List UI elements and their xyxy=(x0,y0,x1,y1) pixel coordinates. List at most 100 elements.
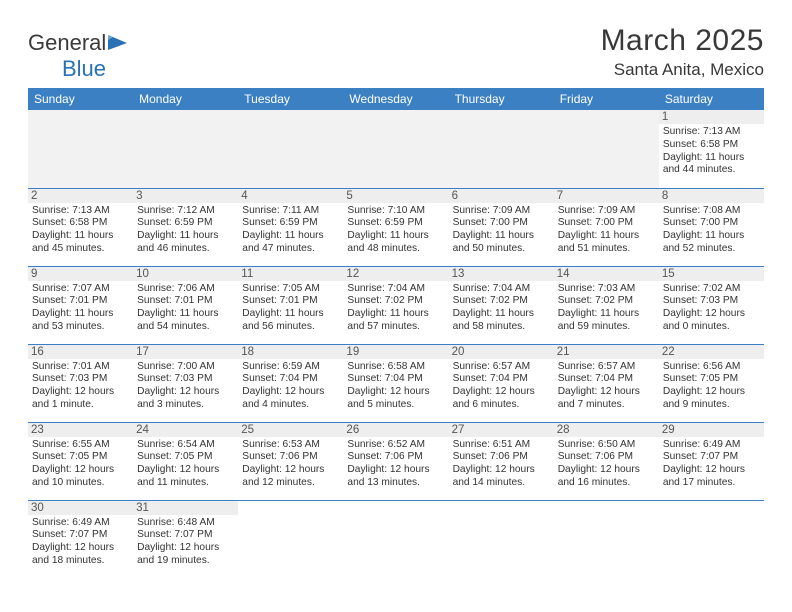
day-number: 1 xyxy=(659,110,764,124)
weekday-header: Monday xyxy=(133,88,238,110)
calendar-cell: 22Sunrise: 6:56 AMSunset: 7:05 PMDayligh… xyxy=(659,344,764,422)
day-number: 21 xyxy=(554,345,659,359)
calendar-row: 2 Sunrise: 7:13 AMSunset: 6:58 PMDaylight… xyxy=(28,188,764,266)
weekday-header: Thursday xyxy=(449,88,554,110)
calendar-cell xyxy=(554,500,659,578)
day-number: 6 xyxy=(449,189,554,203)
day-number: 13 xyxy=(449,267,554,281)
day-details: Sunrise: 7:03 AMSunset: 7:02 PMDaylight:… xyxy=(558,283,655,334)
day-details: Sunrise: 6:54 AMSunset: 7:05 PMDaylight:… xyxy=(137,439,234,490)
day-number: 19 xyxy=(343,345,448,359)
calendar-cell: 24 Sunrise: 6:54 AMSunset: 7:05 PMDayligh… xyxy=(133,422,238,500)
day-number: 29 xyxy=(659,423,764,437)
calendar-row: 1 Sunrise: 7:13 AMSunset: 6:58 PMDaylight… xyxy=(28,110,764,188)
calendar-cell: 26 Sunrise: 6:52 AMSunset: 7:06 PMDayligh… xyxy=(343,422,448,500)
day-number: 14 xyxy=(554,267,659,281)
weekday-header-row: Sunday Monday Tuesday Wednesday Thursday… xyxy=(28,88,764,110)
day-number: 11 xyxy=(238,267,343,281)
day-number: 23 xyxy=(28,423,133,437)
day-details: Sunrise: 7:11 AMSunset: 6:59 PMDaylight:… xyxy=(242,205,339,256)
day-number: 12 xyxy=(343,267,448,281)
calendar-cell: 10 Sunrise: 7:06 AMSunset: 7:01 PMDayligh… xyxy=(133,266,238,344)
day-details: Sunrise: 7:07 AMSunset: 7:01 PMDaylight:… xyxy=(32,283,129,334)
calendar-cell: 21Sunrise: 6:57 AMSunset: 7:04 PMDayligh… xyxy=(554,344,659,422)
day-number: 2 xyxy=(28,189,133,203)
day-details: Sunrise: 7:04 AMSunset: 7:02 PMDaylight:… xyxy=(347,283,444,334)
calendar-cell xyxy=(343,500,448,578)
page-header: GeneralBlue March 2025 Santa Anita, Mexi… xyxy=(28,24,764,82)
calendar-cell: 23Sunrise: 6:55 AMSunset: 7:05 PMDayligh… xyxy=(28,422,133,500)
day-number: 26 xyxy=(343,423,448,437)
day-details: Sunrise: 6:59 AMSunset: 7:04 PMDaylight:… xyxy=(242,361,339,412)
calendar-cell xyxy=(659,500,764,578)
flag-icon xyxy=(107,32,129,52)
calendar-cell: 14 Sunrise: 7:03 AMSunset: 7:02 PMDayligh… xyxy=(554,266,659,344)
day-details: Sunrise: 7:05 AMSunset: 7:01 PMDaylight:… xyxy=(242,283,339,334)
calendar-cell: 4 Sunrise: 7:11 AMSunset: 6:59 PMDaylight… xyxy=(238,188,343,266)
calendar-cell: 19Sunrise: 6:58 AMSunset: 7:04 PMDayligh… xyxy=(343,344,448,422)
logo-text-1: General xyxy=(28,30,106,55)
calendar-cell: 7 Sunrise: 7:09 AMSunset: 7:00 PMDaylight… xyxy=(554,188,659,266)
day-details: Sunrise: 7:06 AMSunset: 7:01 PMDaylight:… xyxy=(137,283,234,334)
calendar-row: 9Sunrise: 7:07 AMSunset: 7:01 PMDaylight… xyxy=(28,266,764,344)
calendar-cell: 5Sunrise: 7:10 AMSunset: 6:59 PMDaylight… xyxy=(343,188,448,266)
day-number: 8 xyxy=(659,189,764,203)
day-number: 10 xyxy=(133,267,238,281)
day-details: Sunrise: 6:49 AMSunset: 7:07 PMDaylight:… xyxy=(32,517,129,568)
calendar-cell: 3Sunrise: 7:12 AMSunset: 6:59 PMDaylight… xyxy=(133,188,238,266)
calendar-cell: 17Sunrise: 7:00 AMSunset: 7:03 PMDayligh… xyxy=(133,344,238,422)
day-details: Sunrise: 6:51 AMSunset: 7:06 PMDaylight:… xyxy=(453,439,550,490)
calendar-cell: 30 Sunrise: 6:49 AMSunset: 7:07 PMDayligh… xyxy=(28,500,133,578)
title-block: March 2025 Santa Anita, Mexico xyxy=(601,24,764,80)
day-details: Sunrise: 6:50 AMSunset: 7:06 PMDaylight:… xyxy=(558,439,655,490)
day-details: Sunrise: 7:09 AMSunset: 7:00 PMDaylight:… xyxy=(453,205,550,256)
day-number: 4 xyxy=(238,189,343,203)
day-number: 27 xyxy=(449,423,554,437)
day-details: Sunrise: 6:56 AMSunset: 7:05 PMDaylight:… xyxy=(663,361,760,412)
calendar-body: 1 Sunrise: 7:13 AMSunset: 6:58 PMDaylight… xyxy=(28,110,764,578)
day-details: Sunrise: 7:09 AMSunset: 7:00 PMDaylight:… xyxy=(558,205,655,256)
calendar-cell xyxy=(343,110,448,188)
day-details: Sunrise: 6:49 AMSunset: 7:07 PMDaylight:… xyxy=(663,439,760,490)
day-details: Sunrise: 7:08 AMSunset: 7:00 PMDaylight:… xyxy=(663,205,760,256)
day-number: 18 xyxy=(238,345,343,359)
day-number: 3 xyxy=(133,189,238,203)
day-details: Sunrise: 6:48 AMSunset: 7:07 PMDaylight:… xyxy=(137,517,234,568)
day-details: Sunrise: 6:52 AMSunset: 7:06 PMDaylight:… xyxy=(347,439,444,490)
calendar-cell: 18 Sunrise: 6:59 AMSunset: 7:04 PMDayligh… xyxy=(238,344,343,422)
weekday-header: Sunday xyxy=(28,88,133,110)
day-details: Sunrise: 7:13 AMSunset: 6:58 PMDaylight:… xyxy=(32,205,129,256)
logo-text-2: Blue xyxy=(62,56,106,81)
day-number: 5 xyxy=(343,189,448,203)
calendar-cell: 13 Sunrise: 7:04 AMSunset: 7:02 PMDayligh… xyxy=(449,266,554,344)
calendar-cell: 28Sunrise: 6:50 AMSunset: 7:06 PMDayligh… xyxy=(554,422,659,500)
day-details: Sunrise: 6:53 AMSunset: 7:06 PMDaylight:… xyxy=(242,439,339,490)
day-details: Sunrise: 7:02 AMSunset: 7:03 PMDaylight:… xyxy=(663,283,760,334)
calendar-cell: 11 Sunrise: 7:05 AMSunset: 7:01 PMDayligh… xyxy=(238,266,343,344)
calendar-cell xyxy=(238,500,343,578)
day-number: 20 xyxy=(449,345,554,359)
day-details: Sunrise: 7:01 AMSunset: 7:03 PMDaylight:… xyxy=(32,361,129,412)
day-number: 16 xyxy=(28,345,133,359)
calendar-cell: 25Sunrise: 6:53 AMSunset: 7:06 PMDayligh… xyxy=(238,422,343,500)
logo: GeneralBlue xyxy=(28,30,129,82)
calendar-cell: 2 Sunrise: 7:13 AMSunset: 6:58 PMDaylight… xyxy=(28,188,133,266)
day-details: Sunrise: 6:57 AMSunset: 7:04 PMDaylight:… xyxy=(453,361,550,412)
calendar-cell: 1 Sunrise: 7:13 AMSunset: 6:58 PMDaylight… xyxy=(659,110,764,188)
day-number: 31 xyxy=(133,501,238,515)
weekday-header: Friday xyxy=(554,88,659,110)
calendar-cell: 12 Sunrise: 7:04 AMSunset: 7:02 PMDayligh… xyxy=(343,266,448,344)
calendar-cell xyxy=(133,110,238,188)
day-number: 30 xyxy=(28,501,133,515)
day-details: Sunrise: 7:00 AMSunset: 7:03 PMDaylight:… xyxy=(137,361,234,412)
day-number: 24 xyxy=(133,423,238,437)
calendar-row: 23Sunrise: 6:55 AMSunset: 7:05 PMDayligh… xyxy=(28,422,764,500)
calendar-cell: 31 Sunrise: 6:48 AMSunset: 7:07 PMDayligh… xyxy=(133,500,238,578)
calendar-cell xyxy=(554,110,659,188)
month-title: March 2025 xyxy=(601,24,764,58)
day-details: Sunrise: 7:04 AMSunset: 7:02 PMDaylight:… xyxy=(453,283,550,334)
calendar-cell xyxy=(238,110,343,188)
day-details: Sunrise: 7:13 AMSunset: 6:58 PMDaylight:… xyxy=(663,126,760,177)
logo-text: GeneralBlue xyxy=(28,30,129,82)
day-number: 7 xyxy=(554,189,659,203)
